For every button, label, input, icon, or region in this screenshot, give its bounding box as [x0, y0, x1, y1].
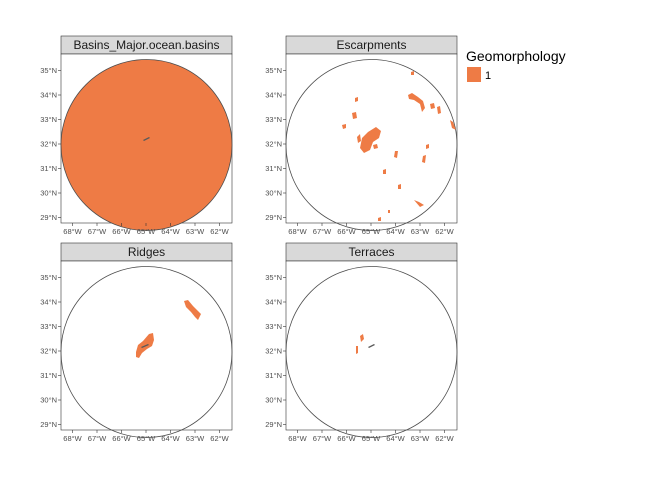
y-tick-label: 29°N [40, 420, 57, 429]
y-tick-label: 34°N [265, 91, 282, 100]
x-tick-label: 65°W [137, 227, 156, 236]
x-tick-label: 64°W [386, 227, 405, 236]
y-tick-label: 35°N [40, 273, 57, 282]
y-tick-label: 31°N [40, 371, 57, 380]
y-tick-label: 34°N [265, 298, 282, 307]
x-tick-label: 62°W [435, 227, 454, 236]
x-tick-label: 63°W [186, 227, 205, 236]
y-tick-label: 33°N [265, 322, 282, 331]
x-tick-label: 67°W [88, 434, 107, 443]
legend: Geomorphology 1 [466, 48, 566, 82]
x-tick-label: 65°W [362, 434, 381, 443]
y-tick-label: 30°N [265, 189, 282, 198]
x-tick-label: 63°W [186, 434, 205, 443]
legend-label: 1 [485, 70, 491, 82]
y-tick-label: 32°N [40, 140, 57, 149]
facet-panel-terraces: Terraces [285, 242, 458, 438]
y-tick-label: 31°N [265, 371, 282, 380]
y-tick-label: 32°N [40, 347, 57, 356]
x-tick-label: 66°W [112, 227, 131, 236]
y-tick-label: 31°N [265, 164, 282, 173]
facet-title: Ridges [128, 245, 165, 259]
region-outline [285, 266, 458, 438]
center-marker [141, 344, 149, 348]
x-tick-label: 68°W [288, 227, 307, 236]
y-tick-label: 33°N [265, 115, 282, 124]
y-tick-label: 31°N [40, 164, 57, 173]
x-tick-label: 65°W [137, 434, 156, 443]
region-outline [60, 266, 233, 438]
facet-title: Escarpments [336, 38, 406, 52]
x-tick-label: 67°W [313, 434, 332, 443]
legend-key [467, 67, 481, 82]
x-tick-label: 63°W [411, 227, 430, 236]
x-tick-label: 63°W [411, 434, 430, 443]
facet-title: Terraces [348, 245, 394, 259]
center-marker [368, 344, 375, 348]
x-tick-label: 64°W [161, 227, 180, 236]
y-tick-label: 33°N [40, 115, 57, 124]
x-tick-label: 68°W [63, 227, 82, 236]
x-tick-label: 66°W [112, 434, 131, 443]
y-tick-label: 33°N [40, 322, 57, 331]
y-tick-label: 29°N [265, 213, 282, 222]
facet-panel-basins: Basins_Major.ocean.basins [60, 35, 233, 231]
x-tick-label: 62°W [210, 434, 229, 443]
x-tick-label: 62°W [435, 434, 454, 443]
y-tick-label: 30°N [265, 396, 282, 405]
x-tick-label: 66°W [337, 434, 356, 443]
x-tick-label: 68°W [63, 434, 82, 443]
x-tick-label: 64°W [386, 434, 405, 443]
x-tick-label: 64°W [161, 434, 180, 443]
axes-layer: 68°W 67°W 66°W 65°W 64°W 63°W 62°W 29°N 30°N 31°N… [40, 66, 454, 443]
x-tick-label: 67°W [313, 227, 332, 236]
y-tick-label: 30°N [40, 189, 57, 198]
y-tick-label: 35°N [265, 66, 282, 75]
region-outline [285, 59, 458, 231]
x-tick-label: 66°W [337, 227, 356, 236]
y-tick-label: 34°N [40, 298, 57, 307]
x-tick-label: 65°W [362, 227, 381, 236]
y-tick-label: 32°N [265, 140, 282, 149]
x-tick-label: 68°W [288, 434, 307, 443]
y-tick-label: 35°N [40, 66, 57, 75]
y-tick-label: 32°N [265, 347, 282, 356]
basin-area [60, 59, 233, 231]
terrace-fragments [356, 334, 364, 354]
y-tick-label: 34°N [40, 91, 57, 100]
center-marker [143, 137, 150, 141]
y-tick-label: 29°N [40, 213, 57, 222]
x-tick-label: 67°W [88, 227, 107, 236]
y-tick-label: 29°N [265, 420, 282, 429]
facet-panel-ridges: Ridges [60, 242, 233, 438]
facet-panel-escarpments: Escarpments [285, 35, 458, 231]
y-tick-label: 30°N [40, 396, 57, 405]
facet-title: Basins_Major.ocean.basins [73, 38, 219, 52]
escarpment-fragments [342, 71, 456, 221]
legend-title: Geomorphology [466, 48, 566, 64]
y-tick-label: 35°N [265, 273, 282, 282]
x-tick-label: 62°W [210, 227, 229, 236]
